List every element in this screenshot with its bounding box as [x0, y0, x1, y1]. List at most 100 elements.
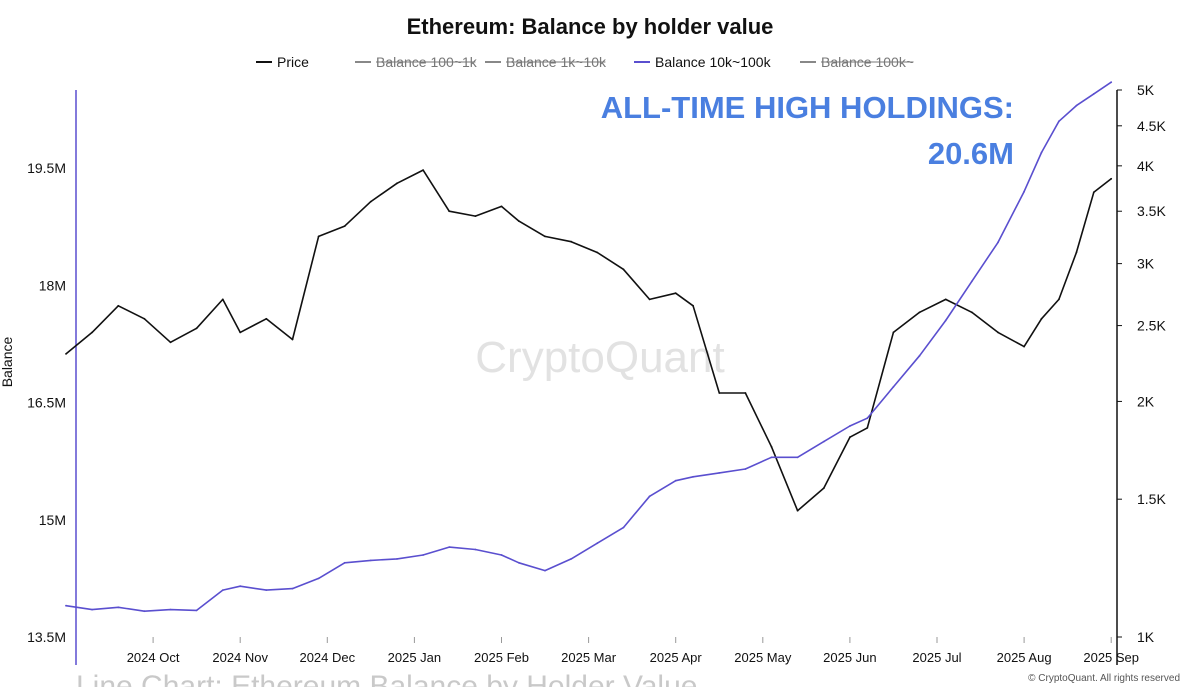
right-tick-label: 2K — [1137, 393, 1155, 409]
left-tick-label: 16.5M — [27, 395, 66, 411]
data-point — [239, 585, 242, 588]
x-tick-label: 2025 Jul — [912, 650, 961, 665]
data-point — [849, 436, 851, 439]
x-tick-label: 2025 Jan — [388, 650, 442, 665]
data-point — [343, 561, 346, 564]
data-point — [892, 386, 895, 388]
data-point — [265, 589, 268, 591]
right-tick-label: 1.5K — [1137, 491, 1166, 507]
data-point — [195, 609, 198, 612]
right-tick-label: 3K — [1137, 256, 1155, 272]
data-point — [849, 425, 851, 427]
data-point — [866, 427, 869, 429]
data-point — [474, 215, 477, 218]
legend-item: Balance 1k~10k — [485, 54, 607, 70]
data-point — [500, 554, 503, 556]
data-point — [1075, 104, 1078, 107]
data-point — [570, 558, 573, 560]
data-point — [892, 331, 895, 334]
right-tick-label: 2.5K — [1137, 318, 1166, 334]
data-point — [317, 235, 320, 238]
data-point — [195, 327, 198, 330]
legend-item: Price — [256, 54, 309, 70]
legend-item: Balance 100k~ — [800, 54, 914, 70]
data-point — [143, 317, 146, 320]
watermark: CryptoQuant — [475, 333, 724, 382]
data-point — [1023, 345, 1025, 348]
right-tick-label: 5K — [1137, 82, 1155, 98]
left-tick-label: 18M — [39, 277, 66, 293]
y-axis-label: Balance — [0, 336, 15, 387]
data-point — [500, 205, 503, 208]
data-point — [1058, 298, 1060, 301]
data-point — [796, 509, 799, 512]
x-tick-label: 2024 Oct — [127, 650, 180, 665]
right-tick-label: 3.5K — [1137, 203, 1166, 219]
data-point — [944, 319, 947, 322]
data-point — [221, 298, 224, 301]
copyright-footer: © CryptoQuant. All rights reserved — [1028, 673, 1180, 684]
data-point — [291, 338, 294, 341]
data-point — [918, 354, 921, 357]
data-point — [970, 311, 973, 314]
x-tick-label: 2025 Apr — [650, 650, 703, 665]
data-point — [648, 298, 651, 301]
data-point — [396, 182, 398, 185]
data-point — [596, 251, 599, 254]
data-point — [448, 210, 451, 213]
annotation-line2: 20.6M — [928, 136, 1014, 171]
right-tick-label: 4.5K — [1137, 118, 1166, 134]
data-point — [1040, 151, 1043, 154]
data-point — [596, 542, 599, 545]
data-point — [369, 559, 372, 562]
x-tick-label: 2025 May — [734, 650, 792, 665]
data-point — [343, 225, 346, 228]
legend-label: Price — [277, 54, 309, 70]
data-point — [674, 292, 677, 295]
data-point — [117, 606, 120, 609]
data-point — [770, 456, 773, 459]
data-point — [169, 608, 172, 611]
data-point — [422, 169, 424, 172]
data-point — [544, 235, 546, 238]
x-tick-label: 2024 Nov — [212, 650, 268, 665]
x-tick-label: 2025 Feb — [474, 650, 529, 665]
right-tick-label: 4K — [1137, 158, 1155, 174]
data-point — [822, 487, 825, 489]
data-point — [65, 604, 67, 607]
data-point — [918, 311, 921, 314]
data-point — [944, 298, 947, 301]
data-point — [369, 200, 372, 203]
left-tick-label: 19.5M — [27, 160, 66, 176]
data-point — [718, 472, 721, 474]
data-point — [1075, 251, 1078, 254]
data-point — [143, 610, 146, 613]
data-point — [622, 526, 625, 529]
x-tick-label: 2024 Dec — [299, 650, 355, 665]
data-point — [448, 546, 451, 548]
data-point — [692, 475, 694, 478]
data-point — [474, 548, 477, 551]
bottom-partial-text: Line Chart: Ethereum Balance by Holder V… — [76, 672, 697, 687]
series-line-price — [65, 169, 1112, 512]
data-point — [1110, 81, 1113, 84]
x-tick-label: 2025 Jun — [823, 650, 877, 665]
data-point — [291, 587, 294, 590]
data-point — [1092, 93, 1095, 95]
x-tick-label: 2025 Sep — [1083, 650, 1139, 665]
data-point — [1023, 190, 1025, 193]
data-point — [91, 608, 93, 611]
data-point — [65, 353, 67, 355]
data-point — [648, 495, 651, 498]
legend-item: Balance 100~1k — [355, 54, 478, 70]
data-point — [692, 304, 694, 307]
data-point — [544, 569, 546, 572]
data-point — [718, 392, 721, 394]
data-point — [997, 241, 999, 244]
data-point — [770, 445, 773, 448]
data-point — [518, 220, 520, 223]
data-point — [169, 341, 172, 344]
data-point — [970, 280, 973, 283]
data-point — [570, 240, 573, 243]
